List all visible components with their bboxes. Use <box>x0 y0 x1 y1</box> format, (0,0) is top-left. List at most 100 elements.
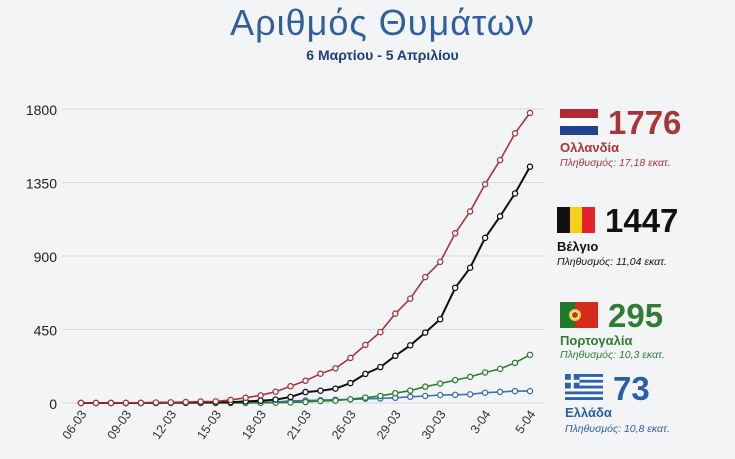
data-point-series-0 <box>317 370 324 378</box>
data-point-series-0 <box>421 273 429 281</box>
data-point-series-0 <box>511 130 519 137</box>
data-point-series-1 <box>526 163 534 170</box>
data-point-series-0 <box>137 399 145 407</box>
data-point-series-1 <box>347 379 354 387</box>
data-point-series-0 <box>332 365 339 372</box>
data-point-series-1 <box>272 396 279 403</box>
data-point-series-0 <box>392 310 399 317</box>
x-tick-label: 29-03 <box>374 408 404 442</box>
data-point-series-2 <box>421 383 429 390</box>
x-tick-label: 5-04 <box>513 408 539 437</box>
data-point-series-1 <box>302 388 309 396</box>
data-point-series-2 <box>392 389 399 397</box>
data-point-series-0 <box>496 156 504 164</box>
data-point-series-0 <box>212 398 219 405</box>
data-point-series-0 <box>466 208 474 215</box>
legend-country-belgium: Βέλγιο <box>557 239 599 254</box>
data-point-series-2 <box>377 392 384 400</box>
data-point-series-1 <box>287 393 294 401</box>
data-point-series-3 <box>511 387 519 395</box>
be-flag-icon <box>557 207 595 233</box>
data-point-series-1 <box>317 387 324 394</box>
data-point-series-0 <box>362 341 369 349</box>
data-point-series-0 <box>77 399 85 407</box>
data-point-series-0 <box>481 181 489 188</box>
data-point-series-0 <box>407 295 414 302</box>
legend-population-greece: Πληθυσμός: 10,8 εκατ. <box>565 423 670 435</box>
legend-total-netherlands: 1776 <box>608 104 682 141</box>
legend-country-netherlands: Ολλανδία <box>560 140 620 155</box>
x-tick-label: 09-03 <box>105 408 135 442</box>
data-point-series-1 <box>421 329 429 336</box>
data-point-series-1 <box>496 213 504 220</box>
data-point-series-0 <box>526 109 534 117</box>
data-point-series-2 <box>496 365 504 373</box>
x-tick-label: 18-03 <box>239 408 269 442</box>
legend-total-portugal: 295 <box>608 297 664 334</box>
data-point-series-2 <box>362 394 369 401</box>
data-point-series-0 <box>107 399 115 407</box>
data-point-series-3 <box>451 391 459 399</box>
x-tick-label: 21-03 <box>284 408 314 442</box>
data-point-series-2 <box>302 398 309 406</box>
data-point-series-0 <box>197 398 204 405</box>
gr-flag-icon <box>565 374 603 400</box>
data-point-series-1 <box>466 264 474 272</box>
legend-country-portugal: Πορτογαλία <box>560 333 633 348</box>
legend-population-netherlands: Πληθυσμός: 17,18 εκατ. <box>560 157 671 169</box>
data-point-series-1 <box>436 315 444 323</box>
data-point-series-1 <box>257 397 264 404</box>
data-point-series-3 <box>496 388 504 396</box>
data-point-series-0 <box>242 394 249 402</box>
data-point-series-2 <box>436 380 444 387</box>
data-point-series-2 <box>332 397 339 404</box>
data-point-series-0 <box>287 382 294 390</box>
x-tick-label: 15-03 <box>194 408 224 442</box>
data-point-series-3 <box>481 389 489 396</box>
data-point-series-2 <box>451 376 459 384</box>
y-tick-label: 900 <box>34 249 58 265</box>
data-point-series-1 <box>511 190 519 197</box>
pt-flag-icon <box>560 302 598 328</box>
data-point-series-1 <box>451 284 459 292</box>
y-tick-label: 0 <box>49 396 57 412</box>
y-tick-label: 1350 <box>26 176 57 192</box>
legend-country-greece: Ελλάδα <box>565 405 612 420</box>
data-point-series-3 <box>421 392 429 400</box>
series-line-1 <box>81 166 531 404</box>
data-point-series-1 <box>332 385 339 392</box>
data-point-series-1 <box>362 370 369 378</box>
data-point-series-0 <box>257 392 264 399</box>
data-point-series-3 <box>436 391 444 399</box>
data-point-series-0 <box>302 377 309 385</box>
data-point-series-2 <box>347 395 354 403</box>
data-point-series-3 <box>466 391 474 398</box>
data-point-series-2 <box>317 397 324 405</box>
chart-subtitle: 6 Μαρτίου - 5 Απριλίου <box>306 47 459 63</box>
data-point-series-3 <box>526 387 534 395</box>
data-point-series-0 <box>227 396 234 404</box>
data-point-series-0 <box>167 399 175 406</box>
x-tick-label: 30-03 <box>419 408 449 442</box>
data-point-series-1 <box>392 352 399 360</box>
x-tick-label: 3-04 <box>468 408 494 437</box>
legend-total-belgium: 1447 <box>605 202 679 239</box>
data-point-series-0 <box>272 388 279 395</box>
x-tick-label: 26-03 <box>329 408 359 442</box>
data-point-series-2 <box>481 369 489 376</box>
x-tick-label: 06-03 <box>60 408 90 442</box>
data-point-series-3 <box>407 393 414 401</box>
y-tick-label: 450 <box>34 323 58 339</box>
data-point-series-2 <box>466 373 474 381</box>
data-point-series-0 <box>451 230 459 237</box>
data-point-series-0 <box>152 399 160 406</box>
series-line-0 <box>81 112 531 404</box>
nl-flag-icon <box>560 109 598 135</box>
data-point-series-2 <box>511 359 519 367</box>
legend-total-greece: 73 <box>613 370 650 407</box>
data-point-series-0 <box>347 354 354 362</box>
chart-title: Αριθμός Θυμάτων <box>230 2 535 43</box>
data-point-series-2 <box>526 351 534 359</box>
data-point-series-2 <box>287 399 294 406</box>
